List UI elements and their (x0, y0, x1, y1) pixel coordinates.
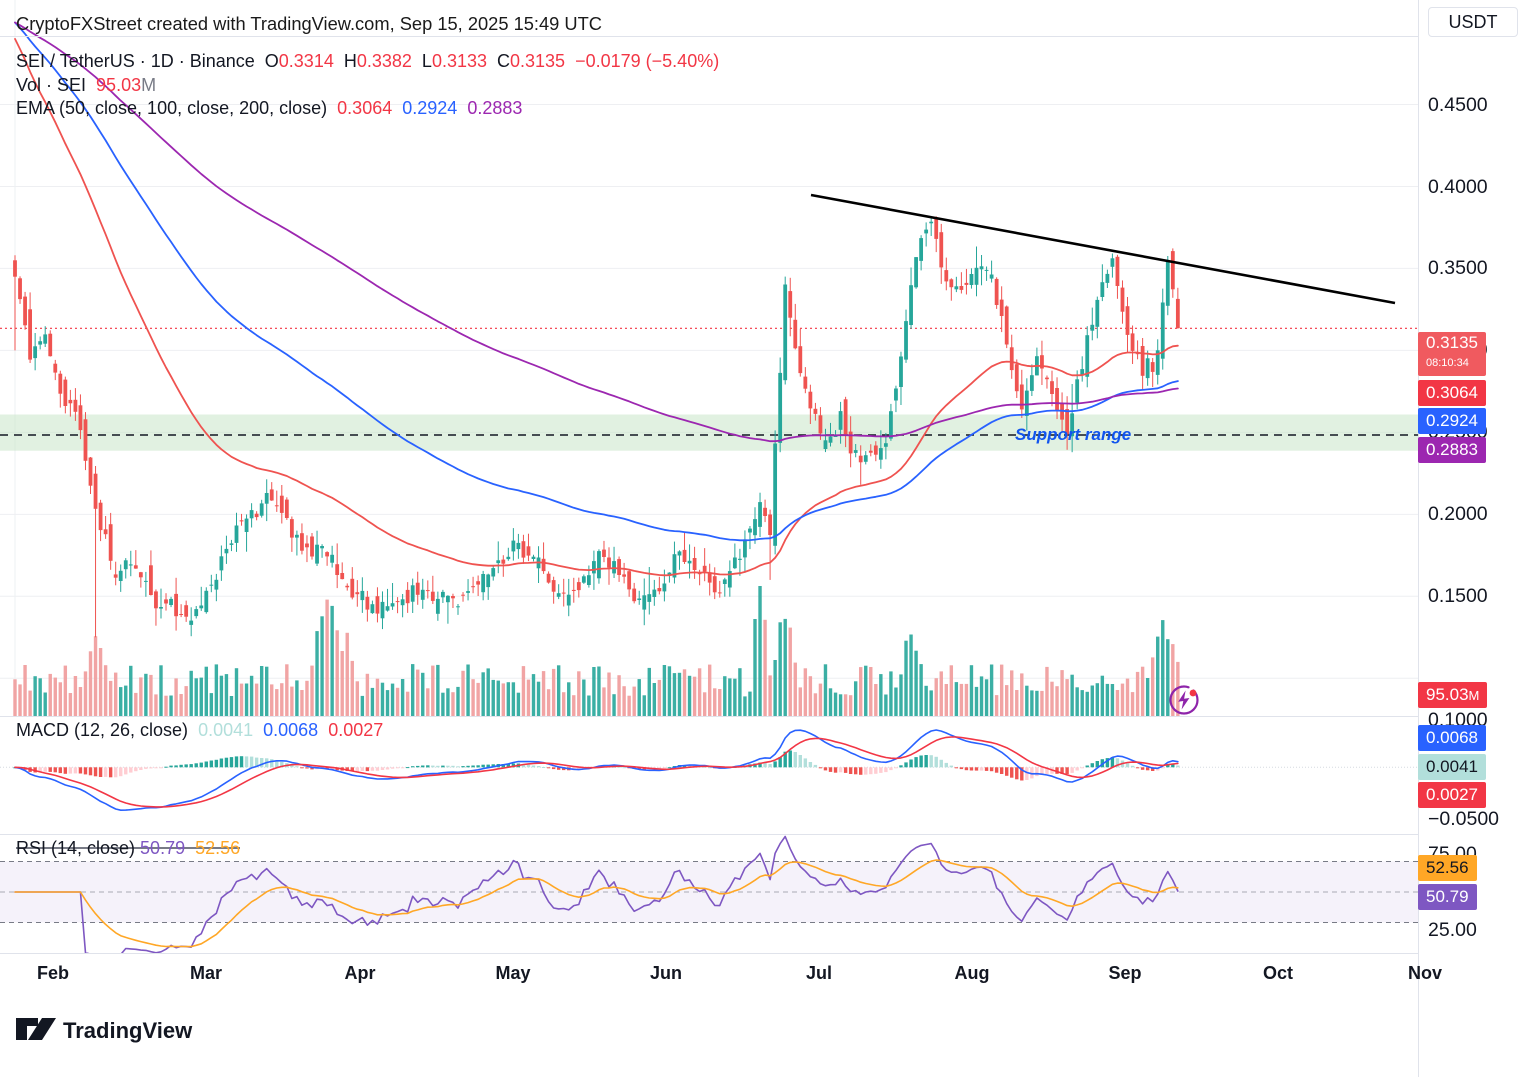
svg-text:TradingView: TradingView (63, 1018, 193, 1043)
